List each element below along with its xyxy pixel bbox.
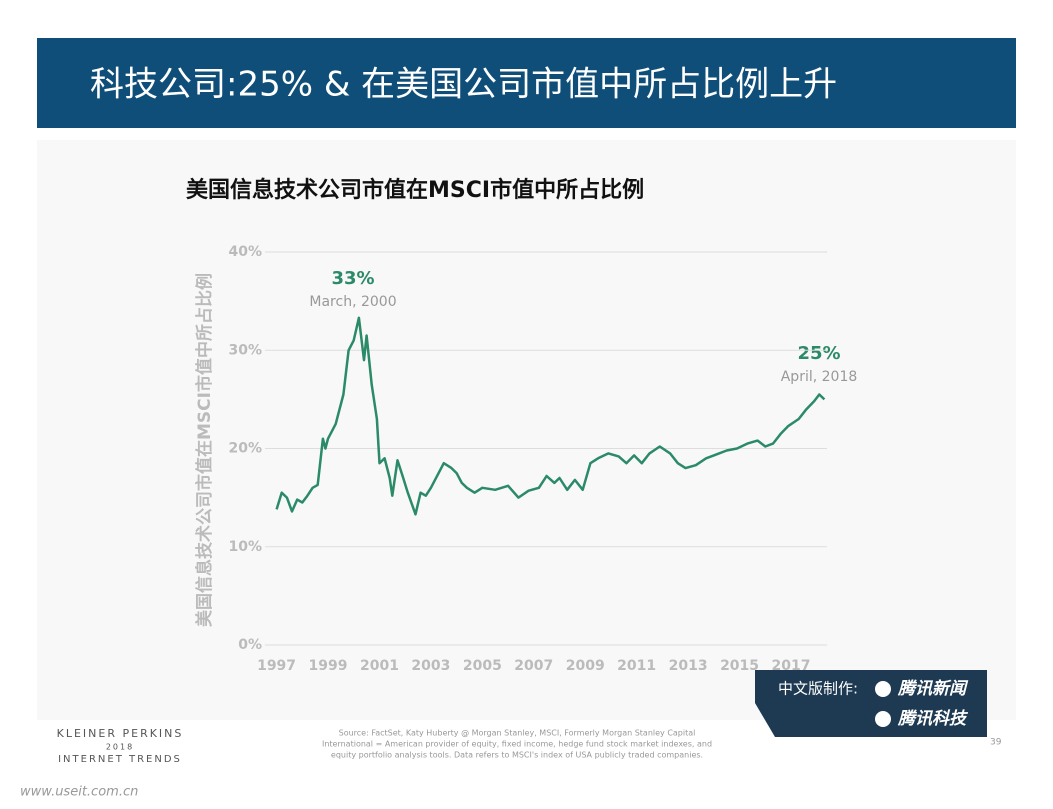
page-number: 39 (990, 738, 1002, 748)
source: Source: FactSet, Katy Huberty @ Morgan S… (339, 729, 696, 738)
y-tick-label: 10% (228, 539, 262, 555)
chart-title: 美国信息技术公司市值在MSCI市值中所占比例 (186, 177, 644, 203)
watermark: www.useit.com.cn (20, 785, 138, 800)
badge-text: 腾讯新闻 (897, 679, 969, 699)
badge (755, 670, 987, 737)
annotation-date: April, 2018 (781, 369, 858, 385)
brand: 2018 (106, 743, 134, 752)
annotation-date: March, 2000 (309, 294, 396, 310)
annotation-value: 25% (797, 343, 840, 364)
x-tick-label: 2009 (566, 658, 605, 674)
badge-text: 中文版制作: (778, 680, 858, 698)
badge-icon (875, 681, 891, 697)
brand: KLEINER PERKINS (57, 727, 184, 740)
y-tick-label: 20% (228, 441, 262, 457)
x-tick-label: 2001 (360, 658, 399, 674)
x-tick-label: 1999 (309, 658, 348, 674)
x-tick-label: 2015 (720, 658, 759, 674)
badge-text: 腾讯科技 (897, 709, 969, 729)
line-series (275, 316, 826, 516)
y-tick-label: 40% (228, 244, 262, 260)
x-tick-label: 2013 (669, 658, 708, 674)
header-title: 科技公司:25% & 在美国公司市值中所占比例上升 (90, 65, 837, 105)
annotation-value: 33% (331, 268, 374, 289)
source: equity portfolio analysis tools. Data re… (331, 751, 703, 760)
x-tick-label: 2007 (514, 658, 553, 674)
x-tick-label: 1997 (257, 658, 296, 674)
header-bar (37, 38, 1016, 128)
plot: 0% 10% 20% 30% 40% 1997 1999 2001 2003 2005 2007 20… (228, 244, 827, 674)
x-tick-label: 2011 (617, 658, 656, 674)
badge-icon (875, 711, 891, 727)
x-tick-label: 2005 (463, 658, 502, 674)
source: International = American provider of equ… (322, 740, 712, 749)
y-tick-label: 0% (238, 637, 262, 653)
brand: INTERNET TRENDS (58, 754, 182, 765)
chart-background (37, 140, 1016, 720)
y-tick-label: 30% (228, 342, 262, 358)
y-axis-label: 美国信息技术公司市值在MSCI市值中所占比例 (194, 273, 215, 627)
x-tick-label: 2003 (411, 658, 450, 674)
